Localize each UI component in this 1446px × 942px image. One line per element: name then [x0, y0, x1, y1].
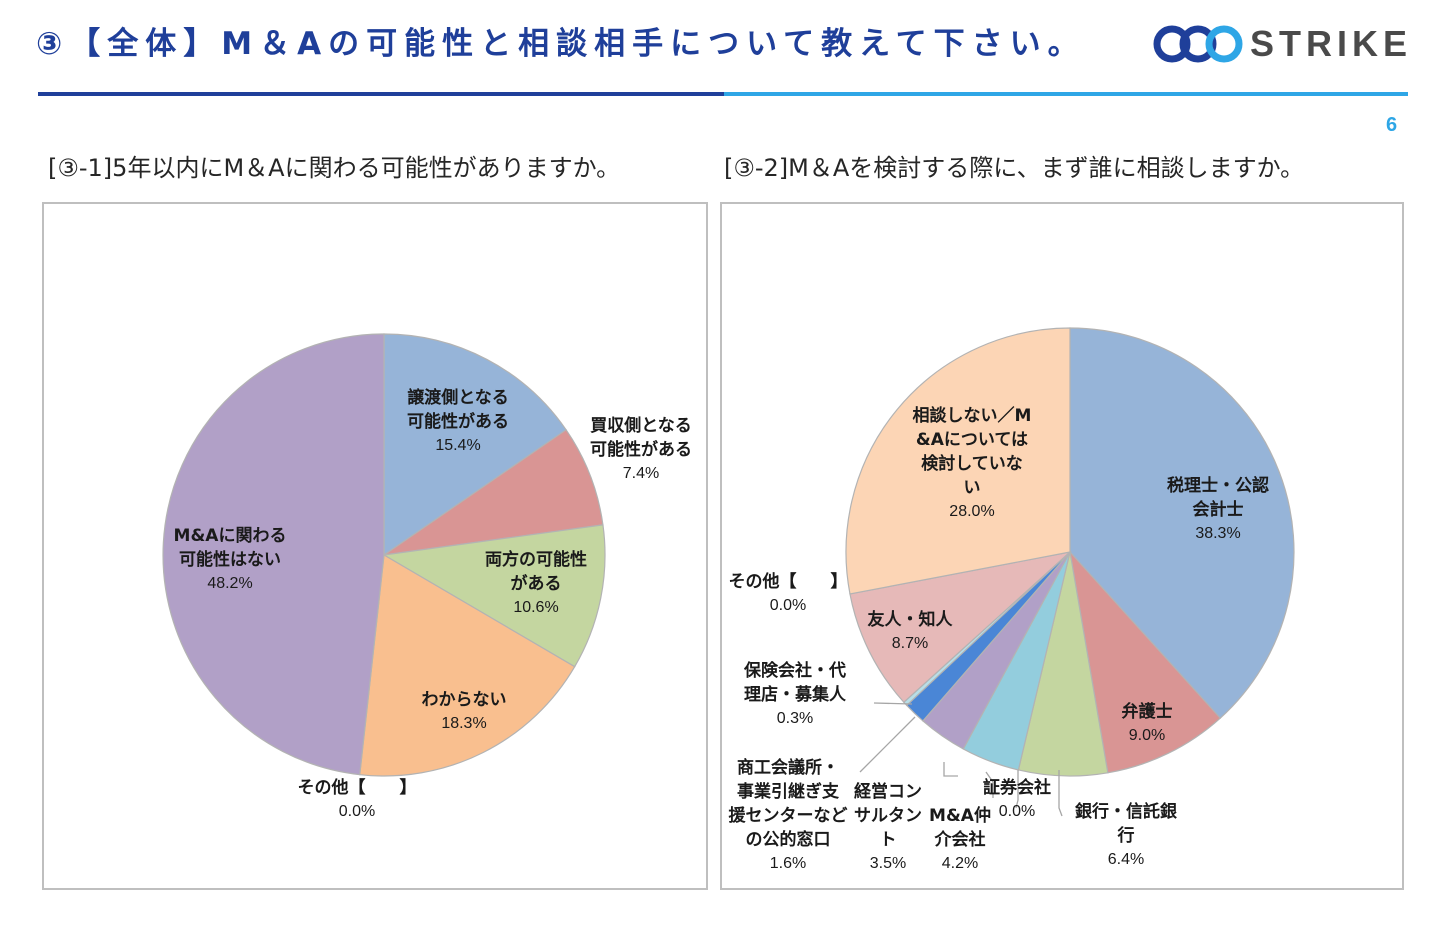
chart2-slice-0	[1069, 327, 1295, 719]
chart2-label-9: その他【 】 0.0%	[729, 570, 848, 618]
chart2-leader-line-3	[1058, 770, 1063, 817]
chart2-label-10: 相談しない／M &Aについては 検討していない 28.0%	[913, 404, 1032, 524]
chart2-label-5-value: 3.5%	[869, 855, 907, 872]
chart1-label-0: 譲渡側となる 可能性がある 15.4%	[407, 386, 509, 458]
chart2-label-6-line-0: 商工会議所・	[737, 758, 839, 778]
chart2-panel: 税理士・公認 会計士 38.3% 弁護士 9.0% 銀行・信託銀行 6.4% 証券会社 0.0%…	[720, 202, 1404, 890]
chart2-label-6-line-2: 援センターなど	[728, 806, 848, 826]
chart2-label-1-line-0: 弁護士	[1121, 702, 1173, 722]
chart2-slice-10	[845, 327, 1071, 595]
chart1-panel: 譲渡側となる 可能性がある 15.4% 買収側となる 可能性がある 7.4% 両方の可能性が…	[42, 202, 708, 890]
chart2-label-6-line-1: 事業引継ぎ支	[737, 782, 839, 802]
chart2-label-10-line-3: い	[963, 478, 981, 498]
chart2-label-10-line-2: 検討していな	[921, 454, 1023, 474]
chart1-label-4: その他【 】 0.0%	[298, 776, 417, 824]
chart2-label-7-line-0: 保険会社・代	[744, 661, 846, 681]
header-rule-dark	[38, 92, 724, 96]
chart2-leader-line-1	[943, 762, 958, 777]
chart2-label-10-line-0: 相談しない／M	[912, 406, 1032, 426]
chart1-label-3-value: 18.3%	[441, 715, 487, 732]
chart2-label-8: 友人・知人 8.7%	[868, 608, 953, 656]
chart1-label-1: 買収側となる 可能性がある 7.4%	[590, 414, 692, 486]
chart2-label-5-line-1: サルタン	[854, 806, 922, 826]
chart1-label-3-line-0: わからない	[421, 690, 507, 710]
chart2-label-2-line-0: 銀行・信託銀	[1075, 802, 1177, 822]
chart2-label-2-value: 6.4%	[1107, 851, 1145, 868]
chart1-label-2: 両方の可能性 がある 10.6%	[485, 548, 587, 620]
chart1-label-1-value: 7.4%	[622, 465, 660, 482]
chart2-label-8-value: 8.7%	[891, 635, 929, 652]
chart2-title: [③-2]M＆Aを検討する際に、まず誰に相談しますか。	[724, 154, 1305, 182]
header-rule-light	[724, 92, 1408, 96]
chart2-label-0-line-1: 会計士	[1192, 500, 1244, 520]
chart1-slice-1	[383, 428, 604, 556]
chart2-label-0-line-0: 税理士・公認	[1167, 476, 1269, 496]
chart1-label-0-line-0: 譲渡側となる	[407, 388, 509, 408]
chart1-label-5-line-1: 可能性はない	[179, 550, 281, 570]
chart1-label-3: わからない 18.3%	[422, 688, 507, 736]
chart2-leader-line-5	[859, 716, 916, 773]
chart1-pie	[162, 333, 606, 777]
chart1-label-2-value: 10.6%	[513, 599, 559, 616]
chart2-label-7-value: 0.3%	[776, 710, 814, 727]
chart2-label-2: 銀行・信託銀行 6.4%	[1075, 800, 1177, 872]
strike-logo-icon	[1153, 25, 1243, 63]
chart2-label-5: 経営コンサルタント 3.5%	[854, 780, 922, 876]
chart2-slice-1	[1069, 550, 1222, 774]
chart2-label-5-line-0: 経営コン	[854, 782, 922, 802]
chart1-label-0-line-1: 可能性がある	[407, 412, 509, 432]
chart1-label-2-line-0: 両方の可能性	[485, 550, 587, 570]
chart2-label-6: 商工会議所・ 事業引継ぎ支 援センターなど の公的窓口 1.6%	[729, 756, 848, 876]
chart2-label-3-line-0: 証券会社	[983, 778, 1051, 798]
chart2-slice-8	[849, 551, 1072, 704]
chart1-slice-5	[162, 333, 385, 776]
chart2-label-2-line-1: 行	[1117, 826, 1135, 846]
chart2-label-10-line-1: &Aについては	[915, 430, 1029, 450]
chart1-label-5: M&Aに関わる 可能性はない 48.2%	[174, 524, 287, 596]
chart2-label-4-line-0: M&A仲	[929, 806, 991, 826]
page-title: ③【全体】M＆Aの可能性と相談相手について教えて下さい。	[36, 26, 1086, 62]
chart1-label-2-line-1: がある	[510, 574, 562, 594]
strike-logo: STRIKE	[1148, 22, 1410, 66]
chart2-label-9-line-0: その他【 】	[728, 572, 848, 592]
logo-text: STRIKE	[1250, 23, 1413, 64]
chart2-label-4-value: 4.2%	[941, 855, 979, 872]
chart1-label-1-line-1: 可能性がある	[590, 440, 692, 460]
chart2-label-8-line-0: 友人・知人	[867, 610, 953, 630]
chart1-label-4-value: 0.0%	[338, 803, 376, 820]
chart1-slice-3	[359, 554, 576, 777]
chart1-slice-0	[383, 333, 567, 557]
chart1-label-5-value: 48.2%	[207, 575, 253, 592]
chart2-pie	[845, 327, 1295, 817]
chart2-label-1-value: 9.0%	[1128, 727, 1166, 744]
chart1-title: [③-1]5年以内にM＆Aに関わる可能性がありますか。	[48, 154, 621, 182]
chart2-label-7-line-1: 理店・募集人	[744, 685, 846, 705]
page-number: 6	[1386, 114, 1398, 136]
chart2-label-5-line-2: ト	[879, 830, 897, 850]
chart2-leader-line-2	[873, 702, 913, 705]
chart2-label-6-value: 1.6%	[769, 855, 807, 872]
chart2-label-0: 税理士・公認 会計士 38.3%	[1167, 474, 1269, 546]
chart2-label-7: 保険会社・代 理店・募集人 0.3%	[744, 659, 846, 731]
chart2-label-1: 弁護士 9.0%	[1122, 700, 1173, 748]
chart2-label-6-line-3: の公的窓口	[745, 830, 831, 850]
chart2-label-9-value: 0.0%	[769, 597, 807, 614]
chart2-label-4: M&A仲介会社 4.2%	[929, 804, 991, 876]
chart1-label-1-line-0: 買収側となる	[590, 416, 692, 436]
chart1-label-5-line-0: M&Aに関わる	[173, 526, 287, 546]
chart2-label-3-value: 0.0%	[998, 803, 1036, 820]
chart2-label-0-value: 38.3%	[1195, 525, 1241, 542]
chart2-label-4-line-1: 介会社	[934, 830, 986, 850]
chart2-leader-line-0	[985, 771, 994, 798]
chart2-label-10-value: 28.0%	[949, 503, 995, 520]
chart1-label-4-line-0: その他【 】	[297, 778, 417, 798]
chart1-slice-2	[382, 524, 606, 668]
chart2-label-3: 証券会社 0.0%	[983, 776, 1051, 824]
chart1-label-0-value: 15.4%	[435, 437, 481, 454]
chart2-leader-line-4	[1015, 770, 1019, 809]
